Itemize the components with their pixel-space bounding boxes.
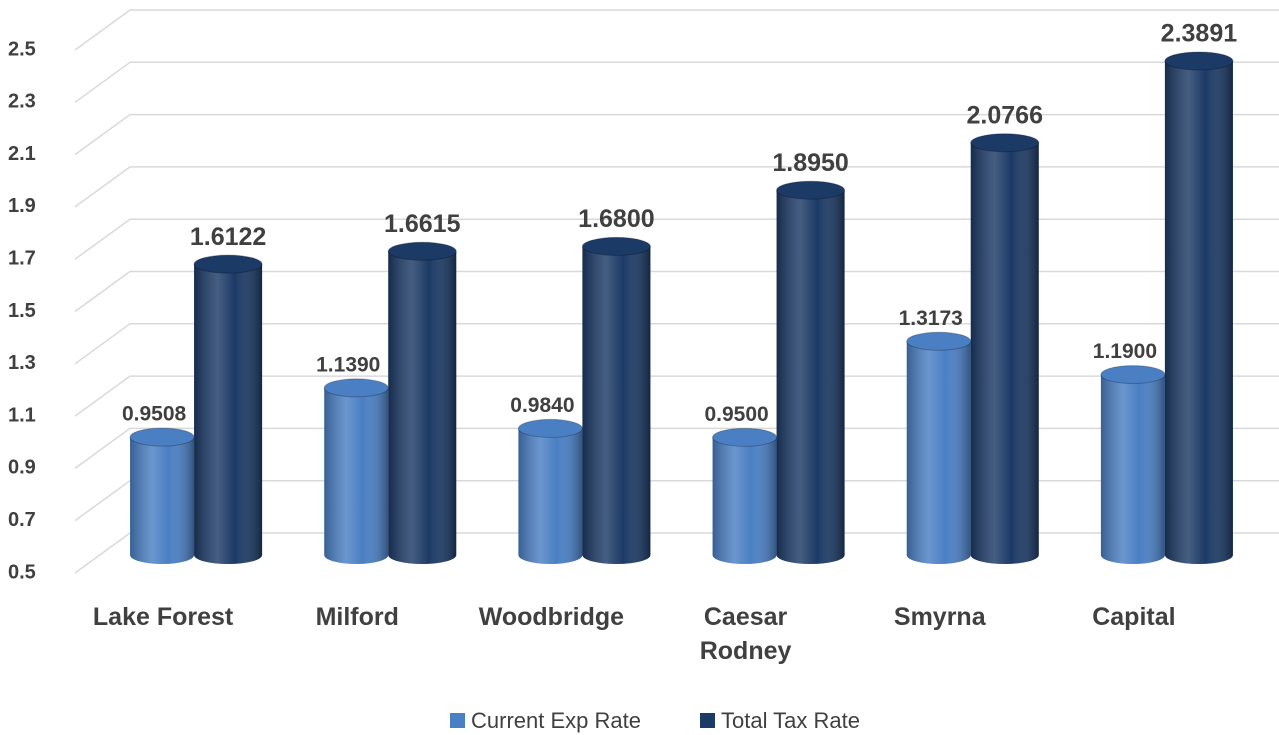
grid-line bbox=[75, 62, 1279, 102]
y-tick-label: 2.1 bbox=[8, 143, 36, 165]
value-label: 0.9840 bbox=[510, 394, 574, 417]
bar-shading bbox=[777, 190, 845, 564]
y-tick-label: 2.3 bbox=[8, 91, 36, 113]
value-label: 1.6122 bbox=[190, 223, 266, 251]
x-tick-label: Lake Forest bbox=[73, 600, 253, 634]
bar-shading bbox=[194, 264, 262, 564]
bar-shading bbox=[582, 246, 650, 564]
bar-cap bbox=[518, 419, 582, 437]
bar-shading bbox=[324, 388, 388, 564]
bar-cap bbox=[971, 134, 1039, 152]
bar-shading bbox=[1165, 61, 1233, 564]
value-label: 1.6615 bbox=[384, 210, 461, 238]
bar-cap bbox=[324, 379, 388, 397]
x-tick-label: Woodbridge bbox=[461, 600, 641, 634]
grid-line bbox=[75, 115, 1279, 155]
x-tick-label: Capital bbox=[1044, 600, 1224, 634]
y-tick-label: 2.5 bbox=[8, 38, 36, 60]
value-label: 1.8950 bbox=[772, 149, 848, 177]
value-label: 0.9500 bbox=[704, 403, 768, 426]
page: 0.5 0.7 0.9 1.1 1.3 1.5 1.7 1.9 2.1 2.3 2.5 0.9508 1… bbox=[0, 0, 1279, 735]
y-tick-label: 1.3 bbox=[8, 352, 36, 374]
legend-swatch bbox=[450, 713, 465, 728]
bar-shading bbox=[907, 341, 971, 564]
bar-cap bbox=[907, 332, 971, 350]
grid-line bbox=[75, 167, 1279, 207]
value-label: 1.3173 bbox=[899, 307, 963, 330]
y-tick-label: 0.7 bbox=[8, 509, 36, 531]
bar-shading bbox=[518, 428, 582, 564]
value-label: 2.3891 bbox=[1161, 20, 1238, 48]
y-tick-label: 0.9 bbox=[8, 457, 36, 479]
bar-shading bbox=[971, 143, 1039, 564]
legend-label: Current Exp Rate bbox=[471, 708, 641, 733]
bar-cap bbox=[713, 428, 777, 446]
bar-shading bbox=[1101, 375, 1165, 564]
value-label: 1.1390 bbox=[316, 353, 380, 376]
bar-cap bbox=[1101, 366, 1165, 384]
bar-cap bbox=[388, 242, 456, 260]
x-tick-label: Smyrna bbox=[850, 600, 1030, 634]
value-label: 2.0766 bbox=[967, 101, 1043, 129]
y-tick-label: 1.1 bbox=[8, 404, 36, 426]
y-tick-label: 1.5 bbox=[8, 300, 36, 322]
legend-swatch bbox=[700, 713, 715, 728]
y-tick-label: 1.7 bbox=[8, 247, 36, 269]
bar-cap bbox=[130, 428, 194, 446]
y-tick-label: 0.5 bbox=[8, 561, 36, 583]
bar-shading bbox=[388, 251, 456, 564]
legend-label: Total Tax Rate bbox=[721, 708, 860, 733]
x-tick-label: Caesar Rodney bbox=[656, 600, 836, 668]
value-label: 0.9508 bbox=[122, 403, 187, 426]
bar-cap bbox=[777, 181, 845, 199]
x-tick-label: Milford bbox=[267, 600, 447, 634]
grid-line bbox=[75, 10, 1279, 50]
y-tick-label: 1.9 bbox=[8, 195, 36, 217]
bar-shading bbox=[713, 437, 777, 564]
bar-shading bbox=[130, 437, 194, 564]
bar-cap bbox=[582, 237, 650, 255]
bar-cap bbox=[194, 255, 262, 273]
bar-cap bbox=[1165, 52, 1233, 70]
value-label: 1.6800 bbox=[578, 205, 654, 233]
value-label: 1.1900 bbox=[1093, 340, 1157, 363]
